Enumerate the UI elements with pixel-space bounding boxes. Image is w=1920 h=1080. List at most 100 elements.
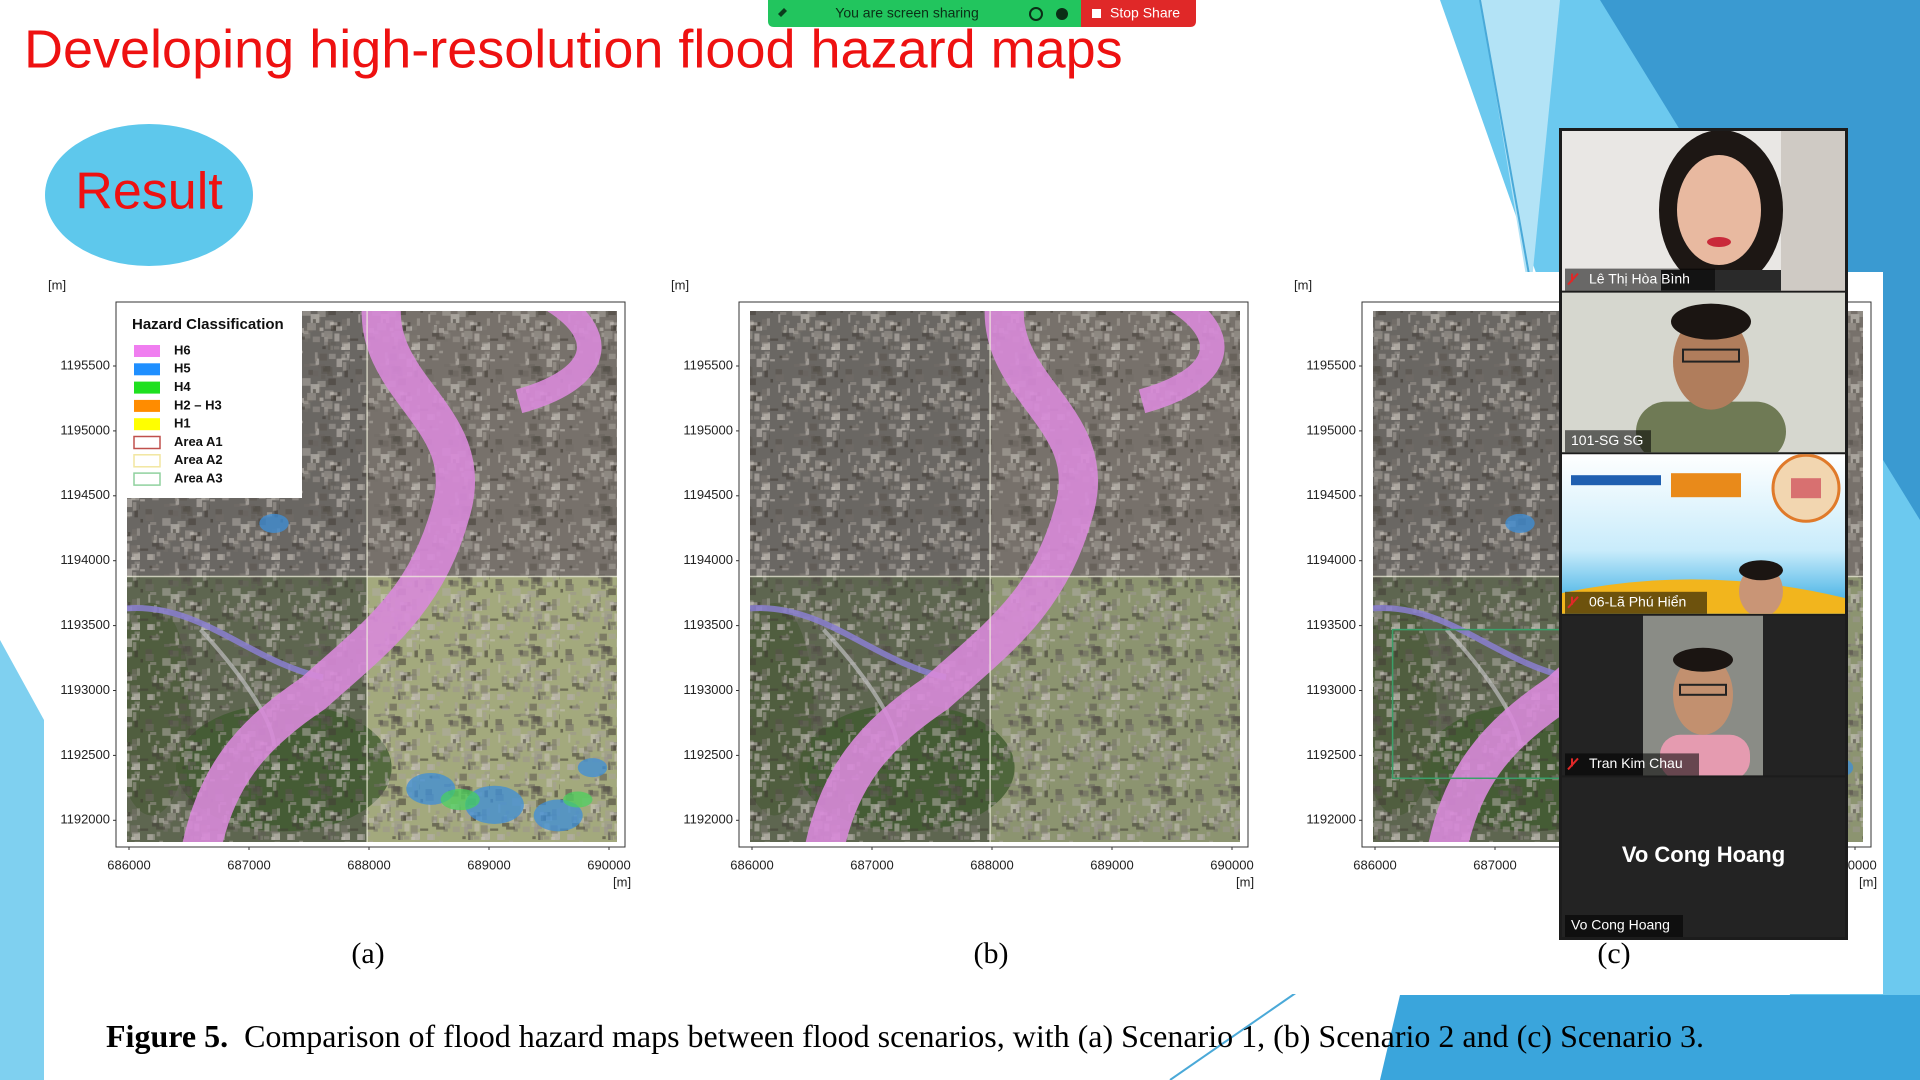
legend-label: H1 — [174, 416, 191, 431]
legend-swatch — [134, 418, 160, 431]
river — [1138, 311, 1225, 414]
stop-share-label[interactable]: Stop Share — [1110, 5, 1180, 21]
flood-spot — [1505, 513, 1535, 533]
result-badge — [45, 124, 253, 266]
name-label-bg — [1565, 268, 1715, 291]
y-tick-label: 1192500 — [60, 747, 110, 762]
y-tick-label: 1195000 — [683, 422, 733, 437]
video — [1562, 131, 1845, 291]
river — [805, 311, 1099, 842]
video — [1562, 292, 1845, 453]
river — [182, 311, 476, 842]
y-tick-label: 1195500 — [1306, 357, 1356, 372]
x-tick-label: 690000 — [587, 857, 630, 872]
x-tick-label: 690000 — [1210, 857, 1253, 872]
x-unit: [m] — [1859, 874, 1877, 889]
panel-label: (c) — [1597, 937, 1630, 970]
x-tick-label: 688000 — [347, 857, 390, 872]
glasses — [1682, 348, 1740, 363]
map-panel: 1195500 1195000 1194500 1194000 1193500 11930… — [671, 277, 1254, 969]
legend-swatch — [134, 399, 160, 412]
panel-label: (b) — [974, 937, 1009, 970]
x-tick-label: 687000 — [850, 857, 893, 872]
hair — [1739, 560, 1783, 581]
icon — [778, 8, 787, 17]
y-tick-label: 1195000 — [60, 422, 110, 437]
legend-swatch — [133, 454, 161, 468]
hair — [1671, 303, 1751, 340]
sharing-bar — [768, 0, 1081, 27]
x-tick-label: 688000 — [970, 857, 1013, 872]
y-tick-label: 1195000 — [1306, 422, 1356, 437]
participant-tile[interactable]: Vo Cong Hoang Vo Cong Hoang — [1561, 776, 1846, 938]
participant-tile[interactable]: Tran Kim Chau — [1561, 615, 1846, 780]
video — [1562, 777, 1845, 938]
y-tick-label: 1193000 — [683, 682, 733, 697]
flood-spot — [533, 799, 583, 832]
y-tick-label: 1194000 — [1306, 552, 1356, 567]
face — [1677, 155, 1761, 265]
participant-gallery: Lê Thị Hòa Bình 101-SG SG 06-Lã Phú Hiển Tr… — [1559, 128, 1848, 940]
legend-label: Area A2 — [174, 452, 223, 467]
legend-label: Area A1 — [174, 434, 223, 449]
side-channel — [127, 605, 324, 681]
y-unit: [m] — [1294, 277, 1312, 292]
legend-label: H5 — [174, 361, 191, 376]
mic-muted-icon — [1567, 596, 1579, 609]
participant-tile[interactable]: 101-SG SG — [1561, 292, 1846, 462]
name-label-bg — [1565, 753, 1699, 776]
slide-title: Developing high-resolution flood hazard … — [24, 19, 1123, 79]
legend: Hazard Classification H6 H5 H4 H2 – H3 H1 Area… — [122, 308, 302, 498]
participant-name: 06-Lã Phú Hiển — [1589, 594, 1686, 610]
participant-tile[interactable]: Lê Thị Hòa Bình — [1561, 130, 1846, 300]
y-tick-label: 1194500 — [1306, 487, 1356, 502]
legend-label: H4 — [174, 379, 191, 394]
banner-art — [1571, 475, 1661, 486]
y-tick-label: 1194500 — [683, 487, 733, 502]
banner-art — [1671, 473, 1741, 498]
y-tick-label: 1195500 — [683, 357, 733, 372]
panel-label: (a) — [351, 937, 384, 970]
figure-caption: Figure 5. Comparison of flood hazard map… — [106, 1018, 1704, 1054]
y-tick-label: 1193500 — [60, 617, 110, 632]
participant-tile[interactable]: 06-Lã Phú Hiển — [1561, 453, 1846, 617]
icon — [1056, 8, 1068, 20]
x-tick-label: 687000 — [227, 857, 270, 872]
y-tick-label: 1194500 — [60, 487, 110, 502]
stop-share-button[interactable]: Stop Share — [1081, 0, 1196, 27]
x-tick-label: 686000 — [730, 857, 773, 872]
video-bg — [1781, 131, 1845, 291]
y-tick-label: 1192000 — [60, 812, 110, 827]
x-tick-label: 689000 — [1090, 857, 1133, 872]
flood-spot — [465, 785, 524, 824]
y-tick-label: 1193000 — [60, 682, 110, 697]
video-bg — [1562, 777, 1845, 938]
result-badge-text: Result — [75, 163, 223, 221]
y-tick-label: 1193500 — [1306, 617, 1356, 632]
side-channel — [750, 605, 947, 681]
y-tick-label: 1194000 — [683, 552, 733, 567]
side-channel — [1373, 605, 1570, 681]
participant-name: 101-SG SG — [1571, 432, 1643, 448]
y-tick-label: 1192500 — [683, 747, 733, 762]
y-tick-label: 1192000 — [683, 812, 733, 827]
shirt — [1636, 401, 1786, 453]
flood-spot — [577, 758, 608, 778]
flood-spot — [259, 513, 289, 533]
flood-spot — [440, 788, 480, 811]
legend-swatch — [133, 435, 161, 450]
river — [515, 311, 602, 414]
y-tick-label: 1192000 — [1306, 812, 1356, 827]
legend-label: Area A3 — [174, 471, 223, 486]
legend-label: H6 — [174, 342, 191, 357]
participant-name: Lê Thị Hòa Bình — [1589, 270, 1690, 286]
mic-muted-icon — [1567, 757, 1579, 771]
x-unit: [m] — [613, 874, 631, 889]
sharing-status: You are screen sharing — [835, 5, 978, 21]
y-tick-label: 1195500 — [60, 357, 110, 372]
name-label-bg — [1565, 915, 1683, 937]
x-unit: [m] — [1236, 874, 1254, 889]
legend-swatch — [134, 363, 160, 376]
y-tick-label: 1194000 — [60, 552, 110, 567]
